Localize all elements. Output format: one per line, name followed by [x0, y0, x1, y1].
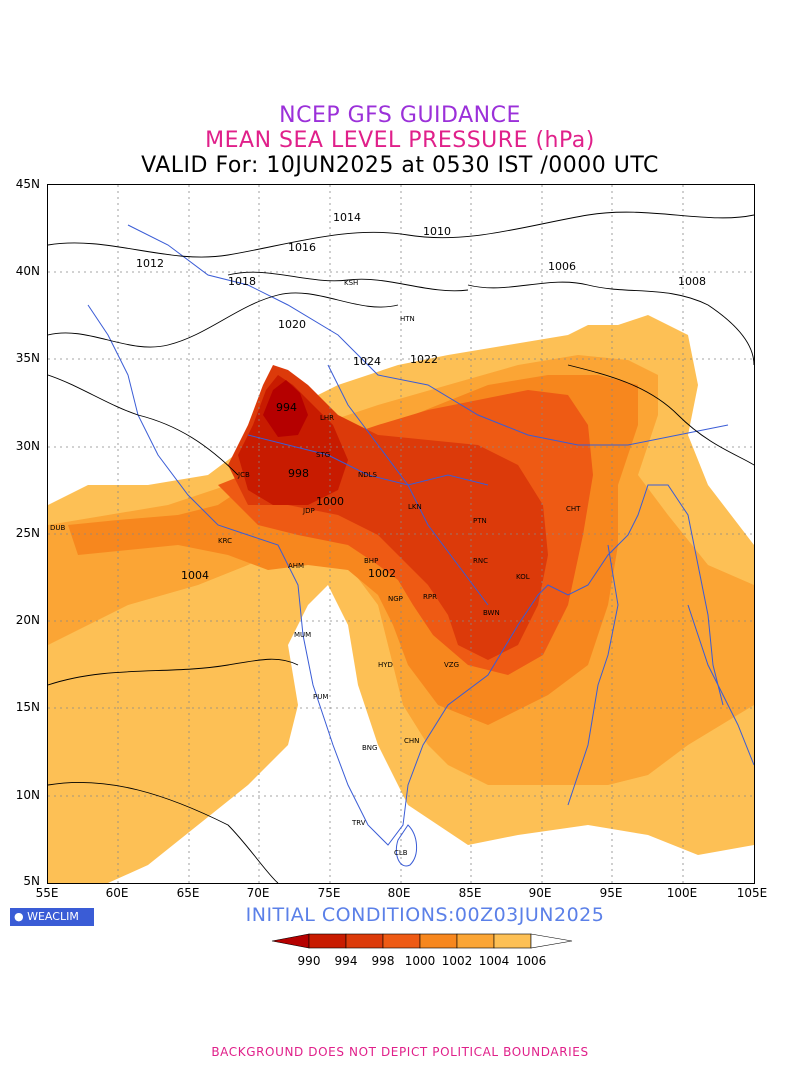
city-ksh: KSH [344, 279, 358, 287]
lon-label-55e: 55E [35, 886, 59, 900]
lon-label-95e: 95E [599, 886, 623, 900]
lat-label-20n: 20N [15, 613, 40, 627]
contour-label: 1006 [548, 260, 576, 273]
contour-labels: 1012 1014 1016 1018 1010 1008 1006 1020 … [136, 211, 706, 582]
disclaimer-footer: BACKGROUND DOES NOT DEPICT POLITICAL BOU… [211, 1045, 589, 1059]
isobars [48, 211, 754, 883]
city-hyd: HYD [378, 661, 393, 669]
contour-label: 1008 [678, 275, 706, 288]
valid-time: VALID For: 10JUN2025 at 0530 IST /0000 U… [141, 153, 659, 178]
contour-label: 1012 [136, 257, 164, 270]
city-dub: DUB [50, 524, 66, 532]
map-title: NCEP GFS GUIDANCE [279, 103, 521, 128]
city-jdp: JDP [302, 507, 315, 515]
lat-label-25n: 25N [15, 526, 40, 540]
weaclim-logo: ● WEACLIM [10, 908, 94, 926]
contour-label: 1010 [423, 225, 451, 238]
lat-lon-grid [48, 185, 754, 883]
contour-label-1000: 1000 [316, 495, 344, 508]
city-jcb: JCB [237, 471, 250, 479]
contour-label-1004: 1004 [181, 569, 209, 582]
legend-label-1000: 1000 [404, 954, 436, 968]
city-clb: CLB [394, 849, 408, 857]
color-legend [271, 933, 573, 949]
city-bng: BNG [362, 744, 377, 752]
legend-label-998: 998 [371, 954, 395, 968]
lat-label-40n: 40N [15, 264, 40, 278]
lat-label-5n: 5N [23, 874, 40, 888]
city-cht: CHT [566, 505, 581, 513]
legend-swatch-1002-1004 [456, 933, 495, 949]
city-lhr: LHR [320, 414, 334, 422]
map-subtitle: MEAN SEA LEVEL PRESSURE (hPa) [205, 128, 595, 153]
city-vzg: VZG [444, 661, 459, 669]
coastlines [87, 224, 754, 867]
contour-label: 1020 [278, 318, 306, 331]
legend-swatch-998-1000 [382, 933, 421, 949]
initial-conditions: INITIAL CONDITIONS:00Z03JUN2025 [245, 904, 605, 926]
city-ptn: PTN [473, 517, 487, 525]
city-pum: PUM [313, 693, 328, 701]
city-ahm: AHM [288, 562, 304, 570]
lat-label-35n: 35N [15, 351, 40, 365]
legend-label-1002: 1002 [441, 954, 473, 968]
lon-label-90e: 90E [528, 886, 552, 900]
legend-swatch-994-998 [345, 933, 384, 949]
region-990 [263, 380, 308, 437]
legend-label-990: 990 [297, 954, 321, 968]
logo-icon: ● [14, 910, 24, 923]
contour-label-998: 998 [288, 467, 309, 480]
legend-label-994: 994 [334, 954, 358, 968]
city-lkn: LKN [408, 503, 422, 511]
lon-label-105e: 105E [736, 886, 768, 900]
contour-label: 1014 [333, 211, 361, 224]
region-994 [238, 375, 348, 505]
lon-label-75e: 75E [317, 886, 341, 900]
legend-label-1006: 1006 [515, 954, 547, 968]
contour-label: 1018 [228, 275, 256, 288]
contour-label: 1022 [410, 353, 438, 366]
lon-label-85e: 85E [458, 886, 482, 900]
lat-label-15n: 15N [15, 700, 40, 714]
city-bhp: BHP [364, 557, 378, 565]
legend-swatch-990-994 [308, 933, 347, 949]
city-kol: KOL [516, 573, 530, 581]
legend-swatch-gt1006 [530, 933, 573, 949]
legend-swatch-1000-1002 [419, 933, 458, 949]
pressure-map: 1012 1014 1016 1018 1010 1008 1006 1020 … [47, 184, 755, 884]
city-ndls: NDLS [358, 471, 378, 479]
city-htn: HTN [400, 315, 415, 323]
lat-label-45n: 45N [15, 177, 40, 191]
city-trv: TRV [351, 819, 366, 827]
lat-label-30n: 30N [15, 439, 40, 453]
contour-label: 1016 [288, 241, 316, 254]
city-ngp: NGP [388, 595, 403, 603]
lat-label-10n: 10N [15, 788, 40, 802]
lon-label-80e: 80E [387, 886, 411, 900]
city-rpr: RPR [423, 593, 437, 601]
city-labels: HTN KSH LHR STG NDLS JCB JDP LKN PTN KRC… [50, 279, 581, 857]
lon-label-60e: 60E [105, 886, 129, 900]
city-rnc: RNC [473, 557, 488, 565]
city-chn: CHN [404, 737, 419, 745]
contour-label-low: 994 [276, 401, 297, 414]
city-mum: MUM [294, 631, 311, 639]
lon-label-65e: 65E [176, 886, 200, 900]
lon-label-70e: 70E [246, 886, 270, 900]
city-bwn: BWN [483, 609, 500, 617]
contour-label-1002: 1002 [368, 567, 396, 580]
legend-swatch-1004-1006 [493, 933, 532, 949]
city-stg: STG [316, 451, 330, 459]
legend-label-1004: 1004 [478, 954, 510, 968]
legend-swatch-lt990 [271, 933, 310, 949]
logo-text: WEACLIM [27, 910, 79, 923]
contour-label: 1024 [353, 355, 381, 368]
lon-label-100e: 100E [666, 886, 698, 900]
city-krc: KRC [218, 537, 232, 545]
